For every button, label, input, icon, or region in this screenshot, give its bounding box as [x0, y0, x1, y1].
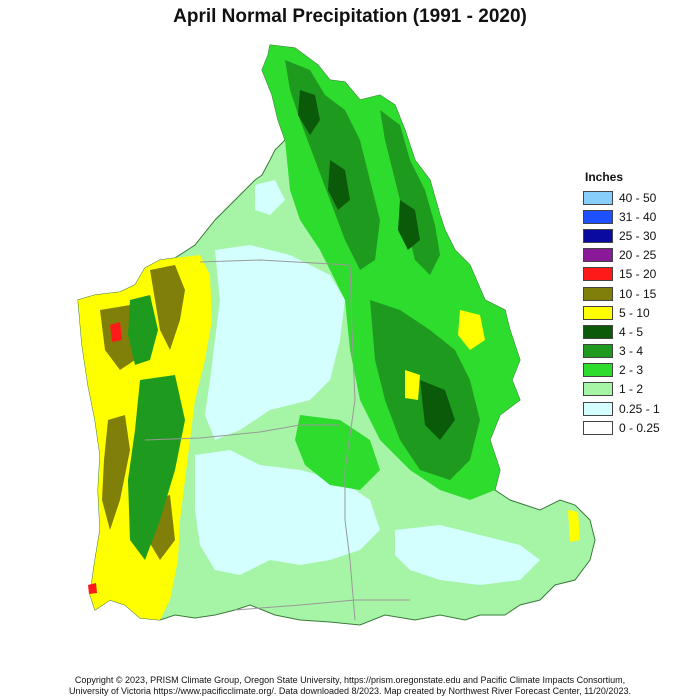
legend-item: 3 - 4 [583, 342, 693, 361]
high-peaks-3 [420, 380, 455, 440]
legend-label: 1 - 2 [619, 382, 644, 397]
state-boundary-wa-id [349, 264, 356, 401]
legend-label: 15 - 20 [619, 267, 657, 282]
blue-mountains-region [295, 415, 380, 490]
legend-label: 20 - 25 [619, 248, 657, 263]
legend-item: 0.25 - 1 [583, 399, 693, 418]
legend-label: 25 - 30 [619, 228, 657, 243]
high-peaks-4 [328, 160, 350, 210]
legend-label: 3 - 4 [619, 344, 644, 359]
legend-item: 1 - 2 [583, 380, 693, 399]
legend-label: 5 - 10 [619, 305, 650, 320]
mountain-wet-pocket-2 [405, 370, 420, 400]
legend-item: 31 - 40 [583, 207, 693, 226]
legend-label: 31 - 40 [619, 209, 657, 224]
high-peaks-2 [398, 200, 420, 250]
high-peaks-1 [298, 90, 320, 135]
credit-line-1: Copyright © 2023, PRISM Climate Group, O… [74, 675, 626, 685]
legend-item: 4 - 5 [583, 322, 693, 341]
mountain-wet-pocket-4 [568, 510, 580, 542]
legend-title: Inches [585, 170, 624, 184]
legend-item: 25 - 30 [583, 226, 693, 245]
valley-green-north [128, 295, 158, 365]
credit-line-2: University of Victoria https://www.pacif… [69, 686, 631, 696]
legend-item: 10 - 15 [583, 284, 693, 303]
map-legend: Inches 40 - 50 31 - 40 25 - 30 20 - 25 15 - … [583, 170, 693, 437]
legend-swatch [583, 248, 613, 263]
legend-rows: 40 - 50 31 - 40 25 - 30 20 - 25 15 - 20 10 - … [583, 188, 693, 437]
credit-text: Copyright © 2023, PRISM Climate Group, O… [0, 675, 700, 697]
legend-label: 2 - 3 [619, 363, 644, 378]
legend-swatch [583, 305, 613, 320]
mountain-wet-pocket-1 [458, 310, 485, 350]
valley-green-band [128, 375, 185, 560]
legend-swatch [583, 401, 613, 416]
legend-swatch [583, 344, 613, 359]
legend-label: 4 - 5 [619, 324, 644, 339]
legend-swatch [583, 209, 613, 224]
legend-item: 15 - 20 [583, 265, 693, 284]
legend-swatch [583, 286, 613, 301]
legend-swatch [583, 420, 613, 435]
legend-swatch [583, 190, 613, 205]
legend-swatch [583, 382, 613, 397]
northeast-mountains-core [380, 110, 440, 275]
legend-swatch [583, 228, 613, 243]
state-boundary-north [199, 259, 351, 266]
legend-item: 40 - 50 [583, 188, 693, 207]
legend-swatch [583, 363, 613, 378]
state-boundary-south [234, 599, 410, 611]
dry-north-patch [255, 180, 285, 215]
legend-item: 20 - 25 [583, 246, 693, 265]
legend-label: 0 - 0.25 [619, 420, 660, 435]
dry-interior-region [205, 245, 345, 440]
coastal-wet-south [102, 415, 130, 530]
legend-label: 0.25 - 1 [619, 401, 660, 416]
state-boundary-wa-or [144, 424, 340, 441]
dry-southeast-region [395, 525, 540, 585]
state-boundary-or-id [344, 399, 356, 621]
legend-swatch [583, 324, 613, 339]
wettest-spot-1 [110, 322, 122, 342]
legend-item: 5 - 10 [583, 303, 693, 322]
map-title: April Normal Precipitation (1991 - 2020) [173, 6, 527, 27]
legend-item: 2 - 3 [583, 361, 693, 380]
wettest-spot-2 [88, 583, 97, 594]
legend-label: 10 - 15 [619, 286, 657, 301]
coastal-wet-strip [150, 265, 185, 350]
legend-swatch [583, 267, 613, 282]
legend-item: 0 - 0.25 [583, 418, 693, 437]
legend-label: 40 - 50 [619, 190, 657, 205]
